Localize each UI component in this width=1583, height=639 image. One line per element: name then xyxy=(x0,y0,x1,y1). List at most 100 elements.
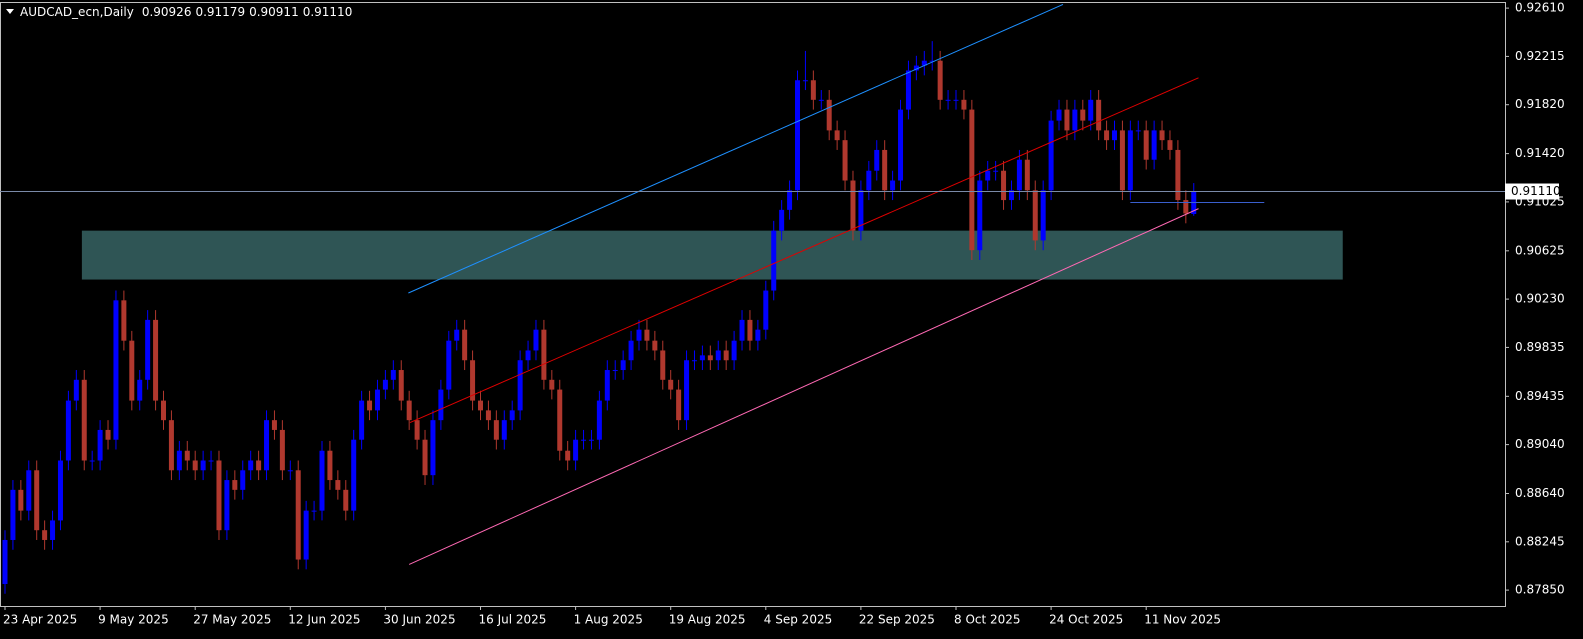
candle-body xyxy=(652,340,658,351)
candle-body xyxy=(1016,159,1022,191)
x-tick-label: 30 Jun 2025 xyxy=(383,613,455,627)
candle-body xyxy=(34,470,40,531)
candle-body xyxy=(57,460,63,521)
candle-body xyxy=(105,429,111,440)
candle-body xyxy=(509,410,515,421)
candle-body xyxy=(604,370,610,401)
candle-body xyxy=(2,539,8,584)
x-tick-label: 12 Jun 2025 xyxy=(288,613,360,627)
candle-body xyxy=(176,450,182,471)
candle-body xyxy=(319,450,325,511)
candle-body xyxy=(454,329,460,341)
x-tick-label: 11 Nov 2025 xyxy=(1144,613,1221,627)
candle-body xyxy=(367,400,373,411)
candle-body xyxy=(184,450,190,461)
candle-body xyxy=(462,329,468,361)
candle-body xyxy=(232,480,238,490)
candle-body xyxy=(834,130,840,141)
x-tick-label: 19 Aug 2025 xyxy=(669,613,746,627)
candle-body xyxy=(1135,130,1141,132)
candle-body xyxy=(1072,109,1078,131)
candle-body xyxy=(10,489,16,540)
close-label: 0.91110 xyxy=(303,5,353,19)
candle-body xyxy=(1127,130,1133,191)
candle-body xyxy=(707,355,713,361)
candle-body xyxy=(541,329,547,380)
candle-body xyxy=(620,360,626,371)
trend-line xyxy=(409,77,1199,424)
candle-body xyxy=(121,300,127,341)
menu-triangle[interactable] xyxy=(6,9,14,14)
candle-body xyxy=(866,170,872,191)
price-label: 0.91110 xyxy=(1511,184,1561,198)
candle-body xyxy=(890,180,896,191)
candle-body xyxy=(1064,109,1070,131)
candle-body xyxy=(501,420,507,440)
trend-line xyxy=(408,3,1064,294)
candle-body xyxy=(1001,170,1007,201)
y-tick-label: 0.91420 xyxy=(1515,146,1565,160)
candle-body xyxy=(747,319,753,341)
candle-body xyxy=(295,470,301,560)
candle-body xyxy=(303,510,309,560)
candle-body xyxy=(89,460,95,462)
candle-body xyxy=(65,400,71,461)
candle-body xyxy=(937,60,943,100)
candle-body xyxy=(216,460,222,531)
candle-body xyxy=(810,80,816,100)
candle-body xyxy=(985,170,991,181)
x-tick-label: 23 Apr 2025 xyxy=(3,613,77,627)
y-tick-label: 0.89040 xyxy=(1515,437,1565,451)
candle-body xyxy=(739,319,745,341)
candle-body xyxy=(81,379,87,461)
candle-body xyxy=(1104,130,1110,141)
candle-body xyxy=(802,80,808,82)
candle-body xyxy=(208,460,214,462)
candle-body xyxy=(192,460,198,471)
candle-body xyxy=(715,350,721,361)
chart-header: AUDCAD_ecn,Daily 0.90926 0.91179 0.90911 0.9… xyxy=(20,5,352,19)
candle-body xyxy=(588,439,594,441)
candle-body xyxy=(1183,200,1189,214)
candle-body xyxy=(1032,190,1038,241)
candle-body xyxy=(271,420,277,430)
candle-body xyxy=(224,480,230,531)
y-tick-label: 0.91820 xyxy=(1515,97,1565,111)
candle-body xyxy=(1159,130,1165,141)
x-tick-label: 1 Aug 2025 xyxy=(574,613,643,627)
candle-body xyxy=(1096,99,1102,131)
candle-body xyxy=(438,389,444,421)
y-tick-label: 0.87850 xyxy=(1515,583,1565,597)
y-tick-label: 0.90230 xyxy=(1515,292,1565,306)
candle-body xyxy=(200,460,206,471)
candle-body xyxy=(478,400,483,411)
candle-body xyxy=(723,350,729,361)
candle-body xyxy=(826,99,832,131)
candle-body xyxy=(731,340,737,361)
candle-body xyxy=(969,109,975,251)
candle-body xyxy=(390,370,396,380)
candle-body xyxy=(73,379,79,401)
x-tick-label: 16 Jul 2025 xyxy=(479,613,547,627)
candle-body xyxy=(953,99,959,101)
x-tick-label: 27 May 2025 xyxy=(193,613,271,627)
candle-body xyxy=(905,70,911,110)
candle-body xyxy=(1040,190,1046,241)
candle-body xyxy=(343,489,349,511)
x-tick-label: 22 Sep 2025 xyxy=(859,613,935,627)
candle-body xyxy=(795,80,800,191)
candle-body xyxy=(1175,149,1181,201)
candle-body xyxy=(961,99,967,110)
symbol: AUDCAD_ecn,Daily xyxy=(20,5,134,19)
candle-body xyxy=(248,460,254,471)
candle-body xyxy=(1008,190,1014,201)
y-tick-label: 0.89435 xyxy=(1515,389,1565,403)
candle-body xyxy=(755,329,761,341)
candle-body xyxy=(913,65,919,71)
x-tick-label: 4 Sep 2025 xyxy=(764,613,832,627)
price-label-box xyxy=(1505,183,1559,200)
candle-body xyxy=(612,370,618,372)
candle-body xyxy=(50,520,56,540)
